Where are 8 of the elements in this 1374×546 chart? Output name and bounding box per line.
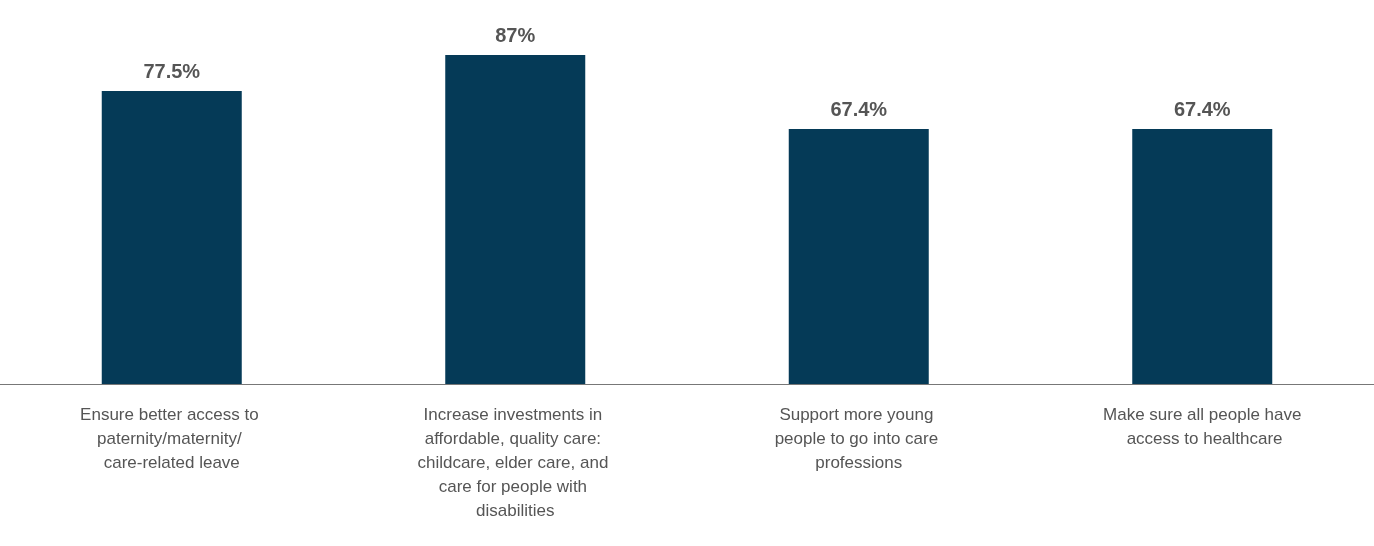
data-label: 67.4% <box>830 98 888 121</box>
x-tick-label: Increase investments in affordable, quality care: childcare, elder care, and care for people with disabilities <box>417 404 614 520</box>
x-tick-label: Ensure better access to paternity/maternity/ care-related leave <box>80 404 264 472</box>
data-label: 77.5% <box>143 59 201 82</box>
data-label: 67.4% <box>1173 98 1231 121</box>
x-tick-label: Make sure all people have access to healthcare <box>1103 404 1302 448</box>
data-label: 87% <box>495 24 536 46</box>
x-tick-label: Support more young people to go into care professions <box>774 404 943 472</box>
